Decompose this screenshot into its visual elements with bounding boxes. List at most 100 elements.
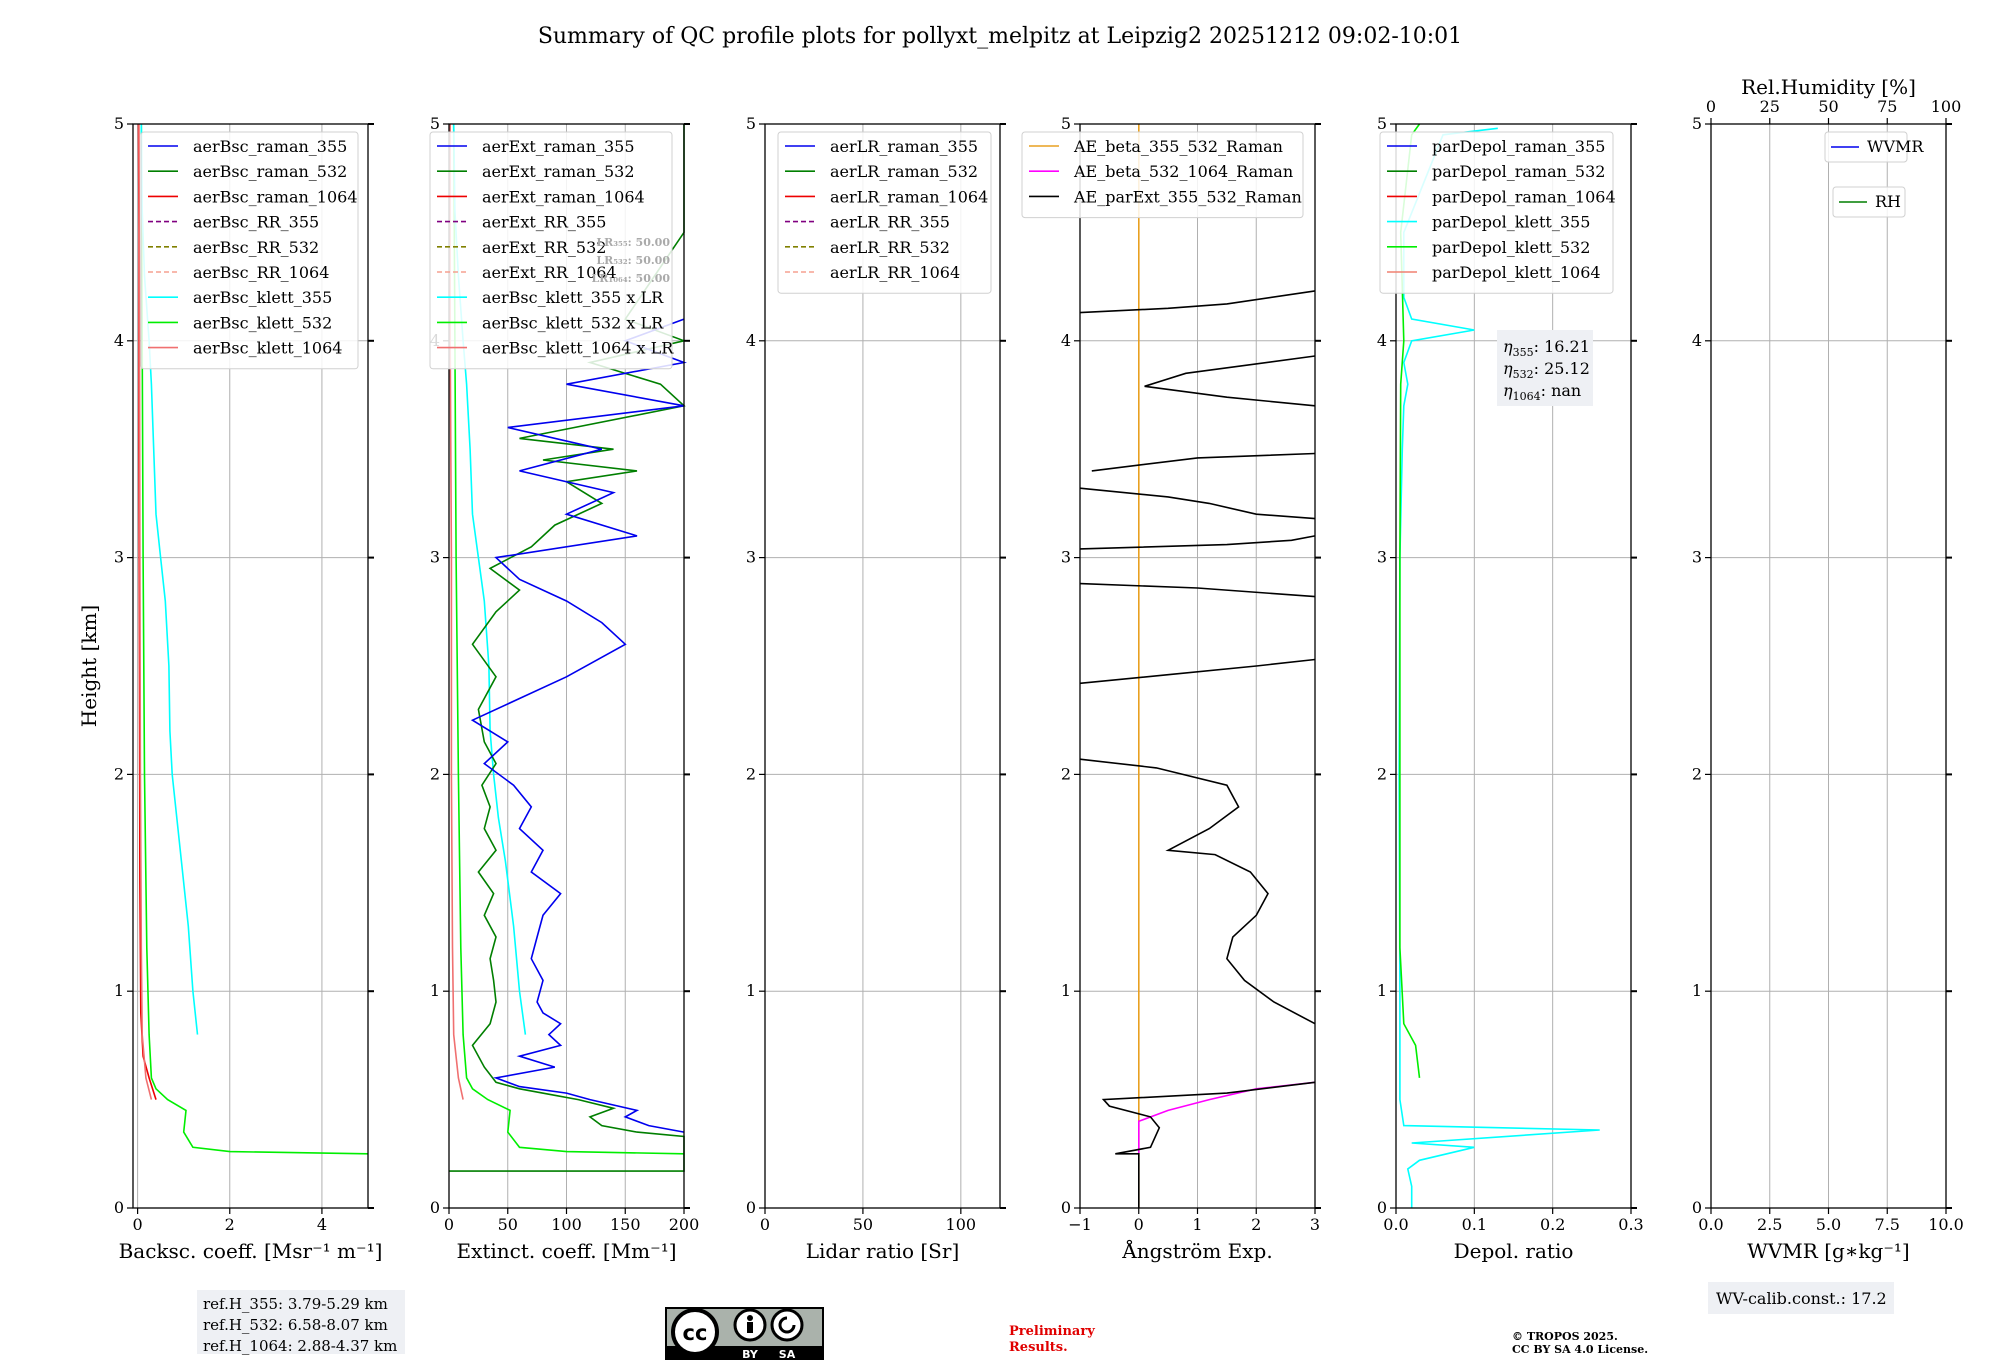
- x-tick-label: 100: [551, 1215, 582, 1234]
- legend-label: AE_beta_532_1064_Raman: [1073, 162, 1293, 181]
- series-AE_parExt_355_532_Raman_a: [1079, 758, 1316, 1025]
- y-tick-label: 1: [1061, 981, 1071, 1000]
- legend-box: [1832, 186, 1906, 218]
- lr-annotation: LR₅₃₂: 50.00: [596, 254, 670, 267]
- series-AE_parExt_355_532_Raman: [1101, 1081, 1316, 1208]
- legend-label: aerLR_RR_532: [830, 238, 950, 257]
- x-tick-label: 5.0: [1816, 1215, 1841, 1234]
- chart-panel-3: 0 50 100 0 1 2 3 4 5 Lidar ratio [Sr] aerLR_raman_…: [746, 114, 1006, 1263]
- x-tick-label: 0.0: [1698, 1215, 1723, 1234]
- x-axis-label: Backsc. coeff. [Msr⁻¹ m⁻¹]: [119, 1239, 383, 1263]
- series-AE_parExt_355_532_Raman_c: [1079, 582, 1316, 598]
- chart-panel-1: 0 2 4 0 1 2 3 4 5 Backsc. coeff. [Msr⁻¹ m⁻¹] Heigh…: [77, 114, 382, 1263]
- legend-label: aerBsc_RR_1064: [193, 263, 329, 282]
- y-tick-label: 4: [1061, 331, 1071, 350]
- legend: aerBsc_raman_355 aerBsc_raman_532 aerBsc_r…: [140, 131, 359, 370]
- legend: parDepol_raman_355 parDepol_raman_532 parD…: [1379, 131, 1616, 294]
- series-AE_parExt_355_532_Raman_d: [1079, 535, 1316, 550]
- legend: AE_beta_355_532_Raman AE_beta_532_1064_Ra…: [1021, 131, 1304, 219]
- y-tick-label: 1: [746, 981, 756, 1000]
- legend-box: [1379, 131, 1614, 294]
- legend-label: aerBsc_klett_532 x LR: [482, 313, 664, 332]
- legend-label: aerLR_RR_1064: [830, 263, 960, 282]
- y-tick-label: 0: [114, 1198, 124, 1217]
- axes-frame: [1395, 123, 1632, 1209]
- y-axis-label: Height [km]: [77, 605, 101, 727]
- sa-share-icon: [770, 1308, 804, 1342]
- cc-by-label: BY: [742, 1348, 759, 1360]
- legend-label: parDepol_raman_355: [1432, 137, 1605, 156]
- top-x-tick-label: 0: [1706, 97, 1716, 116]
- cc-icon-text: cc: [683, 1321, 708, 1345]
- y-tick-label: 0: [1692, 1198, 1702, 1217]
- legend-box: [1021, 131, 1304, 219]
- chart-panel-6: 0.0 2.5 5.0 7.5 10.0 0 1 2 3 4 5 WVMR [g∗kg⁻¹] 0 25 50…: [1692, 75, 1964, 1314]
- by-person-body-icon: [747, 1322, 753, 1333]
- eta-label: η1064: nan: [1503, 381, 1581, 403]
- legend-label: parDepol_klett_1064: [1432, 263, 1601, 282]
- legend-label: aerBsc_klett_355: [193, 288, 332, 307]
- legend-box: [777, 131, 992, 294]
- calib-box: WV-calib.const.: 17.2: [1708, 1282, 1894, 1314]
- legend-box: [140, 131, 359, 370]
- top-x-tick-label: 50: [1818, 97, 1838, 116]
- figure-title: Summary of QC profile plots for pollyxt_…: [538, 24, 1462, 49]
- legend-label: aerBsc_raman_532: [193, 162, 347, 181]
- y-tick-label: 5: [1692, 114, 1702, 133]
- x-tick-label: 200: [669, 1215, 700, 1234]
- series-aerBsc_klett_532 x LR: [452, 123, 685, 1155]
- x-tick-label: 7.5: [1875, 1215, 1900, 1234]
- x-tick-label: 3: [1310, 1215, 1320, 1234]
- top-x-axis-label: Rel.Humidity [%]: [1741, 75, 1916, 99]
- series-AE_parExt_355_532_Raman_e: [1079, 487, 1316, 520]
- lr-annotation: LR₁₀₆₄: 50.00: [592, 272, 671, 285]
- y-tick-label: 5: [114, 114, 124, 133]
- legend-label: aerLR_raman_532: [830, 162, 978, 181]
- preliminary-line2: Results.: [1009, 1340, 1068, 1355]
- x-tick-label: 50: [498, 1215, 518, 1234]
- y-tick-label: 5: [1061, 114, 1071, 133]
- axes-frame: [132, 123, 369, 1209]
- series-AE_parExt_355_532_Raman_b: [1079, 658, 1316, 685]
- legend-label: aerExt_raman_355: [482, 137, 635, 156]
- legend-label: aerExt_RR_1064: [482, 263, 617, 282]
- legend-label: RH: [1875, 192, 1901, 211]
- top-x-tick-label: 100: [1931, 97, 1962, 116]
- series-aerBsc_klett_532: [140, 123, 369, 1155]
- y-tick-label: 2: [1377, 764, 1387, 783]
- series-aerBsc_klett_1064 x LR: [449, 124, 464, 1100]
- y-tick-label: 1: [114, 981, 124, 1000]
- y-tick-label: 0: [746, 1198, 756, 1217]
- ref-height-355: ref.H_355: 3.79-5.29 km: [203, 1295, 388, 1313]
- lr-annotation: LR₃₅₅: 50.00: [596, 236, 670, 249]
- preliminary-line1: Preliminary: [1009, 1324, 1095, 1339]
- y-tick-label: 2: [430, 764, 440, 783]
- y-tick-label: 4: [746, 331, 756, 350]
- legend-label: aerBsc_RR_355: [193, 213, 319, 232]
- y-tick-label: 2: [114, 764, 124, 783]
- x-tick-label: 100: [946, 1215, 977, 1234]
- ref-height-532: ref.H_532: 6.58-8.07 km: [203, 1316, 388, 1334]
- axes-frame: [764, 123, 1001, 1209]
- y-tick-label: 3: [1377, 548, 1387, 567]
- legend-label: aerBsc_raman_1064: [193, 187, 358, 206]
- series-aerExt_raman_532: [449, 124, 687, 1172]
- series-AE_parExt_355_532_Raman_g: [1144, 355, 1316, 407]
- y-tick-label: 2: [1061, 764, 1071, 783]
- y-tick-label: 0: [1377, 1198, 1387, 1217]
- y-tick-label: 1: [1692, 981, 1702, 1000]
- x-tick-label: 0: [133, 1215, 143, 1234]
- series-AE_parExt_355_532_Raman_f: [1091, 452, 1316, 472]
- x-tick-label: 0: [1134, 1215, 1144, 1234]
- x-tick-label: 150: [610, 1215, 641, 1234]
- x-tick-label: 0.1: [1462, 1215, 1487, 1234]
- legend: aerLR_raman_355 aerLR_raman_532 aerLR_rama…: [777, 131, 992, 294]
- legend-label: parDepol_raman_1064: [1432, 187, 1616, 206]
- legend-label: aerLR_raman_1064: [830, 187, 988, 206]
- x-tick-label: 10.0: [1928, 1215, 1964, 1234]
- chart-panel-5: 0.0 0.1 0.2 0.3 0 1 2 3 4 5 Depol. ratio parDepol_r…: [1377, 114, 1644, 1263]
- ref-height-box: ref.H_355: 3.79-5.29 km ref.H_532: 6.58-…: [197, 1290, 405, 1355]
- copyright-line1: © TROPOS 2025.: [1512, 1330, 1618, 1343]
- legend-label: aerBsc_klett_1064 x LR: [482, 339, 674, 358]
